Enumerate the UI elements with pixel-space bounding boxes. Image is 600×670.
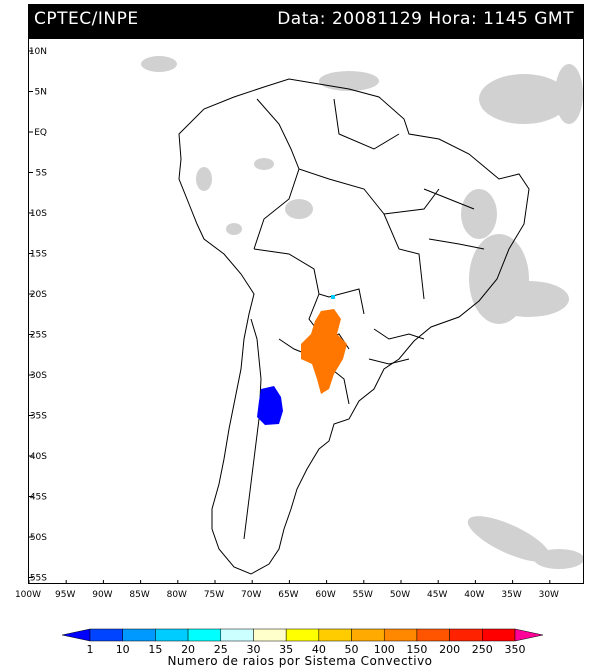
latitude-axis: 10N 5N EQ 5S 10S 15S 20S 25S 30S 35S 40S 45S 50S 55S bbox=[29, 47, 48, 584]
colorbar-tick-label: 40 bbox=[312, 643, 326, 656]
source-label: CPTEC/INPE bbox=[34, 9, 139, 29]
lat-label: 30S bbox=[30, 371, 47, 381]
colorbar-tick-label: 1 bbox=[87, 643, 94, 656]
colorbar-min-arrow bbox=[61, 628, 91, 642]
argentina-system bbox=[257, 386, 283, 425]
lat-label: 40S bbox=[30, 452, 47, 462]
colorbar: 1 10 15 20 25 30 35 40 50 100 150 200 250 350 bbox=[61, 628, 544, 656]
lon-label: 35W bbox=[501, 590, 521, 600]
south-america-coast bbox=[178, 78, 530, 575]
colorbar-caption: Numero de raios por Sistema Convectivo bbox=[167, 654, 433, 668]
colorbar-tick-label: 350 bbox=[505, 643, 526, 656]
colorbar-tick-label: 100 bbox=[374, 643, 395, 656]
map-canvas: 10N 5N EQ 5S 10S 15S 20S 25S 30S 35S 40S 45S 50S 55S bbox=[29, 47, 583, 584]
colorbar-tick-label: 20 bbox=[181, 643, 195, 656]
lat-label: 45S bbox=[30, 493, 47, 503]
colorbar-segment bbox=[122, 628, 156, 642]
lat-label: 25S bbox=[30, 331, 47, 341]
lon-label: 85W bbox=[129, 590, 149, 600]
longitude-axis: 100W 95W 90W 85W 80W 75W 70W 65W 60W 55W 50W 45W 40W… bbox=[15, 590, 559, 600]
colorbar-segment bbox=[318, 628, 352, 642]
map-frame: 10N 5N EQ 5S 10S 15S 20S 25S 30S 35S 40S 45S 50S 55S bbox=[28, 38, 584, 584]
colorbar-segment bbox=[449, 628, 483, 642]
cloud-cover bbox=[141, 56, 583, 569]
lon-label: 70W bbox=[241, 590, 261, 600]
lat-label: 35S bbox=[30, 412, 47, 422]
lat-label: 55S bbox=[30, 574, 47, 584]
lon-label: 80W bbox=[167, 590, 187, 600]
continent-outline bbox=[178, 78, 530, 575]
lon-label: 95W bbox=[55, 590, 75, 600]
colorbar-tick-label: 50 bbox=[345, 643, 359, 656]
colorbar-segment bbox=[89, 628, 123, 642]
bolivia-small-system bbox=[331, 295, 335, 299]
colorbar-segment bbox=[155, 628, 189, 642]
colorbar-segment bbox=[285, 628, 320, 642]
colorbar-segment bbox=[351, 628, 385, 642]
colorbar-tick-label: 30 bbox=[246, 643, 260, 656]
lon-label: 100W bbox=[15, 590, 41, 600]
colorbar-segment bbox=[383, 628, 418, 642]
lon-label: 65W bbox=[278, 590, 298, 600]
colorbar-tick-label: 15 bbox=[148, 643, 162, 656]
lat-label: 10N bbox=[29, 47, 47, 57]
lon-label: 30W bbox=[539, 590, 559, 600]
colorbar-segment bbox=[253, 628, 287, 642]
lon-label: 50W bbox=[390, 590, 410, 600]
lon-label: 55W bbox=[353, 590, 373, 600]
lat-label: 5N bbox=[35, 88, 47, 98]
colorbar-tick-label: 25 bbox=[214, 643, 228, 656]
colorbar-segment bbox=[416, 628, 450, 642]
colorbar-tick-label: 35 bbox=[279, 643, 293, 656]
lon-label: 60W bbox=[315, 590, 335, 600]
colorbar-tick-label: 150 bbox=[406, 643, 427, 656]
lat-label: 10S bbox=[30, 209, 47, 219]
lon-label: 40W bbox=[464, 590, 484, 600]
lat-label: 15S bbox=[30, 250, 47, 260]
longitude-ticks bbox=[29, 580, 551, 583]
lon-label: 75W bbox=[204, 590, 224, 600]
lon-label: 90W bbox=[92, 590, 112, 600]
lat-label: EQ bbox=[34, 128, 47, 138]
colorbar-tick-label: 10 bbox=[116, 643, 130, 656]
colorbar-segment bbox=[220, 628, 254, 642]
paraguay-system bbox=[301, 309, 347, 394]
lat-label: 20S bbox=[30, 290, 47, 300]
lat-label: 5S bbox=[36, 169, 48, 179]
lon-label: 45W bbox=[427, 590, 447, 600]
colorbar-max-arrow bbox=[514, 628, 544, 642]
title-bar: CPTEC/INPE Data: 20081129 Hora: 1145 GMT bbox=[28, 4, 584, 38]
colorbar-tick-label: 250 bbox=[472, 643, 493, 656]
colorbar-segment bbox=[187, 628, 222, 642]
colorbar-segment bbox=[482, 628, 516, 642]
datetime-label: Data: 20081129 Hora: 1145 GMT bbox=[277, 9, 574, 29]
convective-systems bbox=[257, 295, 347, 425]
lat-label: 50S bbox=[30, 533, 47, 543]
colorbar-tick-label: 200 bbox=[439, 643, 460, 656]
